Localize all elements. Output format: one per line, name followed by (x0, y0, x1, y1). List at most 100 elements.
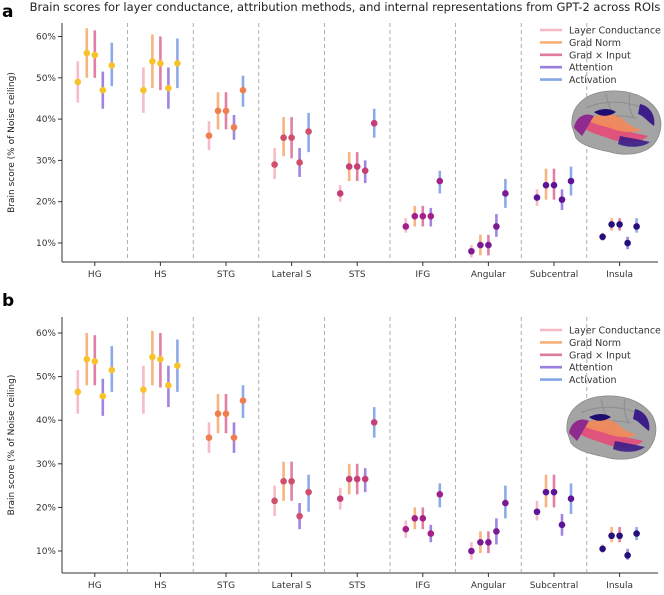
x-tick-label-hs: HS (154, 270, 167, 280)
brain-roi-insula (594, 109, 616, 116)
x-tick-label-angular: Angular (471, 270, 506, 280)
data-point (214, 410, 222, 417)
legend-label-attention: Attention (569, 363, 613, 374)
data-point (567, 177, 575, 185)
series-grad-norm (83, 28, 615, 256)
brain-roi-ifg (569, 419, 589, 441)
legend-label-grad-norm: Grad Norm (569, 338, 621, 349)
data-point (502, 190, 509, 197)
data-point (74, 78, 82, 86)
data-point (345, 163, 353, 170)
legend-label-grad-input: Grad × Input (569, 50, 631, 61)
x-tick-label-ifg: IFG (415, 270, 430, 280)
y-tick-label: 30% (36, 156, 56, 166)
data-point (205, 132, 213, 139)
brain-roi-angular (638, 104, 655, 126)
data-point (427, 212, 435, 220)
legend-label-activation: Activation (569, 375, 617, 386)
data-point (280, 477, 287, 485)
data-point (296, 512, 303, 520)
brain-roi-ifg (574, 114, 594, 136)
brain-roi-sts (613, 441, 645, 452)
data-point (174, 60, 181, 67)
data-point (436, 491, 444, 498)
y-axis-label: Brain score (% of Noise ceiling) (7, 375, 17, 516)
panel-letter: a (2, 2, 13, 22)
data-point (165, 382, 172, 389)
x-tick-label-ifg: IFG (415, 581, 430, 591)
data-point (402, 525, 410, 533)
y-tick-label: 40% (36, 115, 56, 125)
data-point (427, 530, 435, 537)
x-tick-label-subcentral: Subcentral (530, 270, 579, 280)
data-point (419, 515, 427, 522)
data-point (99, 86, 107, 94)
data-point (402, 223, 410, 230)
series-attention (99, 67, 631, 250)
y-tick-label: 20% (36, 503, 56, 513)
brain-roi-stg (580, 120, 648, 143)
data-point (230, 434, 238, 441)
data-point (370, 419, 378, 426)
data-point (74, 388, 82, 396)
data-point (533, 194, 541, 201)
series-activation (108, 38, 640, 233)
data-point (361, 475, 369, 483)
data-point (108, 62, 116, 69)
x-tick-label-angular: Angular (471, 581, 506, 591)
brain-roi-hg (583, 419, 637, 438)
series-layer-conductance (74, 365, 606, 560)
x-tick-label-hg: HG (88, 270, 102, 280)
y-tick-label: 10% (36, 239, 56, 249)
panel-b: b Brain score (% of Noise ceiling) 10% 20% 3… (2, 291, 661, 591)
data-point (599, 545, 606, 553)
data-point (558, 521, 566, 529)
data-point (205, 434, 213, 441)
y-tick-label: 20% (36, 198, 56, 208)
data-point (608, 221, 615, 228)
legend-label-attention: Attention (569, 63, 613, 74)
y-axis-label: Brain score (% of Noise ceiling) (7, 72, 17, 213)
data-point (542, 488, 550, 496)
y-tick-label: 40% (36, 416, 56, 426)
data-point (157, 60, 164, 67)
data-point (599, 233, 606, 241)
series-grad-input (91, 30, 623, 256)
series-grad-input (91, 333, 623, 554)
data-point (165, 84, 172, 92)
x-tick-label-hs: HS (154, 581, 167, 591)
legend-label-activation: Activation (569, 75, 617, 86)
data-point (305, 128, 312, 135)
data-point (230, 124, 238, 131)
x-tick-label-sts: STS (349, 581, 366, 591)
y-tick-label: 60% (36, 329, 56, 339)
data-point (550, 181, 558, 189)
data-point (214, 107, 222, 115)
data-point (288, 134, 295, 141)
brain-illustration (566, 395, 657, 460)
x-tick-label-sts: STS (349, 270, 366, 280)
y-tick-label: 60% (36, 33, 56, 43)
y-tick-label: 50% (36, 74, 56, 84)
data-point (370, 119, 378, 127)
data-point (361, 167, 369, 175)
data-point (99, 392, 107, 400)
data-point (149, 57, 156, 65)
data-point (345, 475, 353, 483)
data-point (271, 497, 278, 505)
data-point (477, 538, 484, 546)
data-point (558, 196, 566, 203)
legend-label-grad-norm: Grad Norm (569, 38, 621, 49)
data-point (633, 223, 640, 230)
x-tick-label-stg: STG (217, 270, 235, 280)
brain-roi-hg (588, 114, 642, 133)
data-point (608, 532, 615, 540)
data-point (280, 134, 287, 141)
x-tick-label-subcentral: Subcentral (530, 581, 579, 591)
brain-roi-stg (575, 425, 643, 448)
panel-a: a Brain score (% of Noise ceiling) 10% 20% 3… (2, 2, 662, 280)
data-point (468, 247, 475, 255)
series-activation (108, 339, 640, 541)
data-point (222, 410, 230, 417)
data-point (271, 161, 278, 168)
